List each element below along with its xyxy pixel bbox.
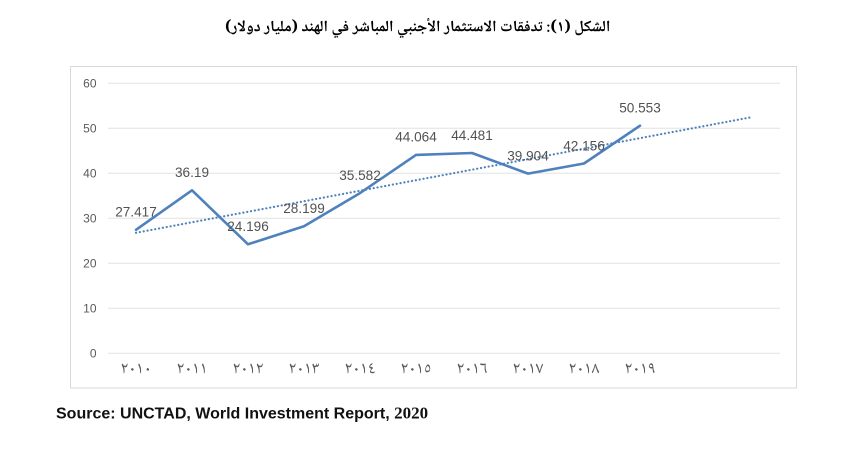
svg-text:28.199: 28.199 — [283, 201, 325, 216]
svg-text:44.481: 44.481 — [451, 128, 493, 143]
svg-text:27.417: 27.417 — [115, 205, 157, 220]
svg-text:36.19: 36.19 — [175, 165, 209, 180]
svg-text:35.582: 35.582 — [339, 168, 381, 183]
svg-text:42.156: 42.156 — [563, 138, 605, 153]
svg-text:39.904: 39.904 — [507, 148, 549, 163]
svg-text:60: 60 — [83, 77, 97, 91]
svg-text:Source: UNCTAD, World Investme: Source: UNCTAD, World Investment Report,… — [56, 404, 428, 423]
svg-text:40: 40 — [83, 167, 97, 181]
svg-text:10: 10 — [83, 302, 97, 316]
svg-text:0: 0 — [90, 347, 97, 361]
svg-text:24.196: 24.196 — [227, 219, 269, 234]
svg-text:30: 30 — [83, 212, 97, 226]
svg-text:44.064: 44.064 — [395, 130, 437, 145]
svg-text:20: 20 — [83, 257, 97, 271]
svg-text:50.553: 50.553 — [619, 101, 661, 116]
svg-text:50: 50 — [83, 122, 97, 136]
